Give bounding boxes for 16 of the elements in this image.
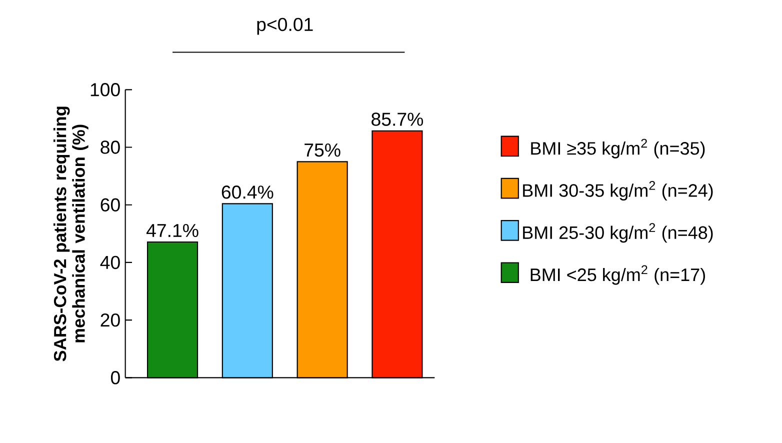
data-label: 75%: [304, 144, 340, 157]
y-tick-label: 80: [100, 140, 120, 154]
y-tick-label: 0: [110, 371, 120, 384]
legend-label: BMI <25 kg/m$^{2}$ (n=17): [530, 265, 705, 285]
data-label: 47.1%: [146, 224, 198, 238]
y-tick-label: 20: [100, 313, 120, 327]
data-label: 85.7%: [372, 112, 424, 126]
legend-label: BMI 30-35 kg/m$^{2}$ (n=24): [523, 180, 713, 200]
legend-label: BMI ≥35 kg/m$^{2}$ (n=35): [531, 138, 705, 158]
y-axis-title: SARS-CoV-2 patients requiring mechanical ventilation (%): [53, 106, 88, 362]
data-label: 60.4%: [222, 186, 274, 199]
y-tick-label: 60: [100, 198, 120, 212]
legend-label: BMI 25-30 kg/m$^{2}$ (n=48): [523, 223, 713, 243]
y-tick-label: 40: [100, 256, 120, 270]
text: p<0.01: [257, 18, 313, 35]
y-tick-label: 100: [90, 83, 120, 96]
